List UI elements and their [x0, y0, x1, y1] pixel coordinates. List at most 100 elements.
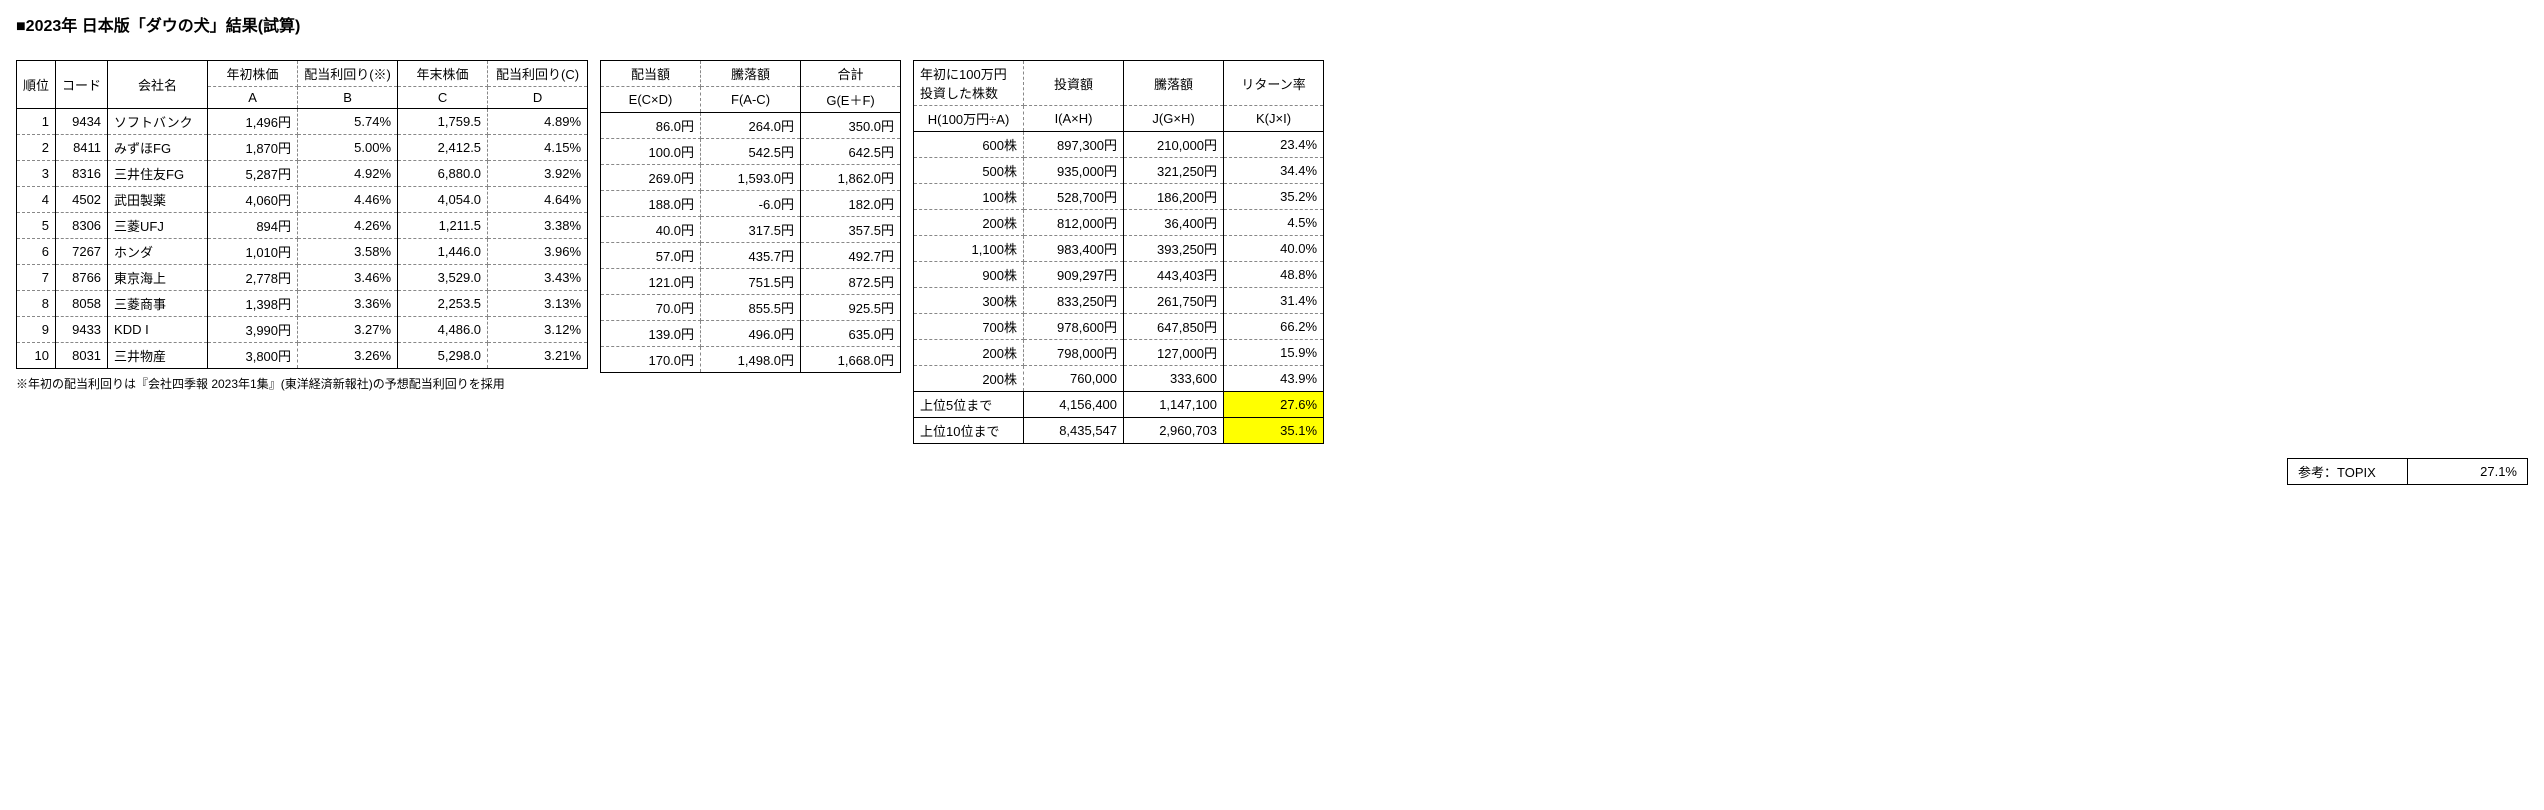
- cell-shares: 300株: [914, 288, 1024, 314]
- cell-endyield: 4.15%: [488, 135, 588, 161]
- col-startprice: 年初株価: [208, 61, 298, 87]
- cell-return: 35.2%: [1224, 184, 1324, 210]
- table-row: 121.0円751.5円872.5円: [601, 269, 901, 295]
- cell-endprice: 1,211.5: [398, 213, 488, 239]
- table-calc: 配当額 騰落額 合計 E(C×D) F(A-C) G(E＋F) 86.0円264…: [600, 60, 901, 373]
- cell-dividend: 170.0円: [601, 347, 701, 373]
- table-row: 100.0円542.5円642.5円: [601, 139, 901, 165]
- summary-top10-return: 35.1%: [1224, 418, 1324, 444]
- cell-company: 武田製薬: [108, 187, 208, 213]
- cell-shares: 1,100株: [914, 236, 1024, 262]
- cell-gain: 261,750円: [1124, 288, 1224, 314]
- cell-gain: 333,600: [1124, 366, 1224, 392]
- table-row: 200株812,000円36,400円4.5%: [914, 210, 1324, 236]
- cell-rank: 6: [17, 239, 56, 265]
- cell-pricechange: 1,593.0円: [701, 165, 801, 191]
- cell-code: 8766: [56, 265, 108, 291]
- cell-company: ソフトバンク: [108, 109, 208, 135]
- cell-startyield: 5.74%: [298, 109, 398, 135]
- col-coli: I(A×H): [1024, 106, 1124, 132]
- cell-return: 15.9%: [1224, 340, 1324, 366]
- table-row: 19434ソフトバンク1,496円5.74%1,759.54.89%: [17, 109, 588, 135]
- cell-startprice: 1,496円: [208, 109, 298, 135]
- col-pricechange: 騰落額: [701, 61, 801, 87]
- cell-startprice: 4,060円: [208, 187, 298, 213]
- cell-return: 4.5%: [1224, 210, 1324, 236]
- table-summary: 上位5位まで 4,156,400 1,147,100 27.6% 上位10位まで…: [913, 391, 1324, 444]
- cell-company: KDD I: [108, 317, 208, 343]
- cell-startprice: 2,778円: [208, 265, 298, 291]
- cell-gain: 647,850円: [1124, 314, 1224, 340]
- col-code: コード: [56, 61, 108, 109]
- cell-code: 7267: [56, 239, 108, 265]
- col-colj: J(G×H): [1124, 106, 1224, 132]
- cell-shares: 200株: [914, 340, 1024, 366]
- col-dividend: 配当額: [601, 61, 701, 87]
- cell-gain: 186,200円: [1124, 184, 1224, 210]
- cell-startyield: 3.27%: [298, 317, 398, 343]
- page-title: ■2023年 日本版「ダウの犬」結果(試算): [16, 12, 2528, 36]
- col-total: 合計: [801, 61, 901, 87]
- cell-startyield: 3.26%: [298, 343, 398, 369]
- cell-rank: 8: [17, 291, 56, 317]
- cell-endyield: 3.21%: [488, 343, 588, 369]
- cell-total: 1,668.0円: [801, 347, 901, 373]
- cell-endyield: 3.43%: [488, 265, 588, 291]
- cell-invested: 760,000: [1024, 366, 1124, 392]
- cell-total: 182.0円: [801, 191, 901, 217]
- cell-gain: 443,403円: [1124, 262, 1224, 288]
- table-row: 139.0円496.0円635.0円: [601, 321, 901, 347]
- tables-container: 順位 コード 会社名 年初株価 配当利回り(※) 年末株価 配当利回り(C) A…: [16, 60, 2528, 444]
- cell-return: 23.4%: [1224, 132, 1324, 158]
- cell-total: 635.0円: [801, 321, 901, 347]
- cell-total: 642.5円: [801, 139, 901, 165]
- cell-total: 492.7円: [801, 243, 901, 269]
- cell-invested: 897,300円: [1024, 132, 1124, 158]
- table-row: 67267ホンダ1,010円3.58%1,446.03.96%: [17, 239, 588, 265]
- cell-startprice: 3,800円: [208, 343, 298, 369]
- table-row: 86.0円264.0円350.0円: [601, 113, 901, 139]
- col-gain: 騰落額: [1124, 61, 1224, 106]
- cell-pricechange: 496.0円: [701, 321, 801, 347]
- cell-company: みずほFG: [108, 135, 208, 161]
- cell-code: 9433: [56, 317, 108, 343]
- cell-endprice: 1,759.5: [398, 109, 488, 135]
- table-row: 900株909,297円443,403円48.8%: [914, 262, 1324, 288]
- cell-invested: 935,000円: [1024, 158, 1124, 184]
- cell-rank: 5: [17, 213, 56, 239]
- cell-startyield: 3.58%: [298, 239, 398, 265]
- cell-code: 9434: [56, 109, 108, 135]
- cell-rank: 7: [17, 265, 56, 291]
- cell-total: 872.5円: [801, 269, 901, 295]
- col-colh: H(100万円÷A): [914, 106, 1024, 132]
- table-sim: 年初に100万円投資した株数投資額騰落額リターン率H(100万円÷A)I(A×H…: [913, 60, 1324, 392]
- cell-shares: 100株: [914, 184, 1024, 210]
- cell-endyield: 3.38%: [488, 213, 588, 239]
- cell-rank: 2: [17, 135, 56, 161]
- cell-startyield: 4.46%: [298, 187, 398, 213]
- col-d: D: [488, 87, 588, 109]
- cell-dividend: 100.0円: [601, 139, 701, 165]
- summary-top10-invested: 8,435,547: [1024, 418, 1124, 444]
- cell-shares: 900株: [914, 262, 1024, 288]
- table-row: 108031三井物産3,800円3.26%5,298.03.21%: [17, 343, 588, 369]
- cell-pricechange: 542.5円: [701, 139, 801, 165]
- cell-endyield: 3.12%: [488, 317, 588, 343]
- cell-dividend: 269.0円: [601, 165, 701, 191]
- cell-return: 40.0%: [1224, 236, 1324, 262]
- cell-endyield: 4.64%: [488, 187, 588, 213]
- cell-endprice: 5,298.0: [398, 343, 488, 369]
- cell-gain: 210,000円: [1124, 132, 1224, 158]
- table-main: 順位 コード 会社名 年初株価 配当利回り(※) 年末株価 配当利回り(C) A…: [16, 60, 588, 369]
- col-company: 会社名: [108, 61, 208, 109]
- cell-shares: 700株: [914, 314, 1024, 340]
- cell-total: 350.0円: [801, 113, 901, 139]
- cell-code: 8316: [56, 161, 108, 187]
- cell-startprice: 1,010円: [208, 239, 298, 265]
- cell-startyield: 4.92%: [298, 161, 398, 187]
- cell-endprice: 2,253.5: [398, 291, 488, 317]
- cell-rank: 10: [17, 343, 56, 369]
- col-f: F(A-C): [701, 87, 801, 113]
- table-row: 300株833,250円261,750円31.4%: [914, 288, 1324, 314]
- col-b: B: [298, 87, 398, 109]
